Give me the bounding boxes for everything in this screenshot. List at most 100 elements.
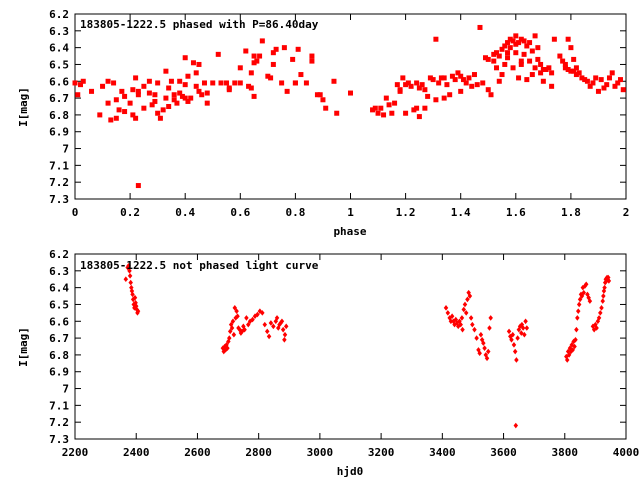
unphased-x-tick-label: 2200 [62,446,89,459]
phased-data-point [257,53,263,59]
unphased-data-point [226,338,231,345]
unphased-data-point [488,315,493,321]
phased-data-point [265,73,271,79]
phased-y-tick-label: 6.4 [49,42,69,55]
phased-data-point [535,56,541,62]
unphased-data-point [239,328,245,335]
unphased-data-point [264,328,270,335]
unphased-data-point [225,345,230,351]
phased-data-point [251,53,257,59]
phased-data-point [505,40,511,46]
phased-data-point [251,93,257,99]
phased-y-tick-label: 6.3 [49,25,69,38]
unphased-x-axis-label: hjd0 [337,465,364,478]
unphased-x-tick-label: 3600 [490,446,517,459]
unphased-data-point [506,328,512,335]
phased-data-point [416,85,422,91]
unphased-x-tick-label: 2600 [184,446,211,459]
phased-data-point [108,117,114,123]
unphased-data-points [123,262,612,429]
phased-data-point [609,70,615,76]
phased-data-point [111,80,117,86]
phased-data-point [309,53,315,59]
unphased-data-point [477,350,482,357]
phased-data-point [298,72,304,78]
phased-data-point [193,70,199,76]
unphased-data-point [459,315,465,321]
unphased-data-point [238,330,244,336]
phased-y-axis-ticks: 6.2 6.3 6.4 6.5 6.6 6.7 6.8 6.9 7 7.1 7.2 7.3 [49,8,626,206]
phased-data-point [270,61,276,67]
unphased-data-point [582,283,588,289]
phased-data-point [499,72,505,78]
phased-data-point [485,87,491,93]
phased-data-point [584,78,590,84]
phased-data-point [565,67,571,72]
unphased-data-point [481,340,486,346]
phased-data-point [441,75,447,81]
unphased-data-point [447,315,452,321]
phased-data-point [573,65,579,71]
unphased-data-point [123,276,129,283]
unphased-data-point [234,308,239,314]
phased-data-point [474,82,480,88]
phased-data-point [562,65,568,71]
unphased-data-point [571,338,576,345]
phased-data-point [527,40,533,46]
phased-data-point [248,70,254,76]
phased-data-point [458,88,464,94]
phased-x-tick-label: 0 [72,206,79,219]
phased-data-point [612,83,618,89]
unphased-data-point [470,321,475,328]
phased-x-tick-label: 1.6 [506,206,526,219]
phased-y-tick-label: 6.5 [49,58,69,71]
phased-data-point [505,55,511,61]
phased-data-point [408,83,414,89]
phased-data-point [441,95,447,101]
unphased-x-tick-label: 3000 [307,446,334,459]
phased-data-point [97,112,103,118]
unphased-data-point [235,313,240,320]
unphased-data-point [591,326,597,333]
unphased-data-point [453,316,459,323]
phased-plot-frame [74,13,627,200]
unphased-y-tick-label: 7.3 [49,433,69,446]
phased-data-point [576,70,582,76]
phased-data-point [133,75,139,81]
phased-data-point [196,61,202,67]
unphased-chart-title: 183805-1222.5 not phased light curve [80,259,319,272]
phased-data-point [323,105,329,111]
phased-data-point [521,51,527,57]
unphased-x-tick-label: 2400 [123,446,150,459]
phased-data-point [606,75,612,81]
phased-data-point [516,40,522,46]
phased-data-point [560,58,566,64]
phased-data-point [122,93,128,99]
phased-x-tick-label: 1 [347,206,354,219]
phased-data-point [303,80,309,86]
phased-x-tick-label: 0.6 [230,206,250,219]
unphased-data-point [224,342,229,348]
unphased-data-point [268,320,274,326]
phased-data-point [246,83,252,89]
unphased-data-point [600,298,605,304]
phased-data-point [270,50,276,56]
unphased-data-point [508,333,513,340]
phased-data-point [185,98,191,104]
phased-data-point [182,95,188,101]
phased-data-point [105,100,111,106]
phased-data-point [430,77,436,83]
phased-data-point [505,50,511,56]
unphased-data-point [233,315,238,321]
phased-data-point [571,56,577,62]
phased-data-point [292,80,298,86]
phased-y-tick-label: 7.2 [49,176,69,189]
phased-data-point [386,102,392,108]
phased-data-point [488,92,494,98]
phased-data-point [485,56,491,62]
phased-data-point [422,87,428,93]
unphased-data-point [131,301,137,308]
phased-data-point [419,82,425,88]
unphased-data-point [572,343,577,350]
unphased-data-point [512,348,518,355]
